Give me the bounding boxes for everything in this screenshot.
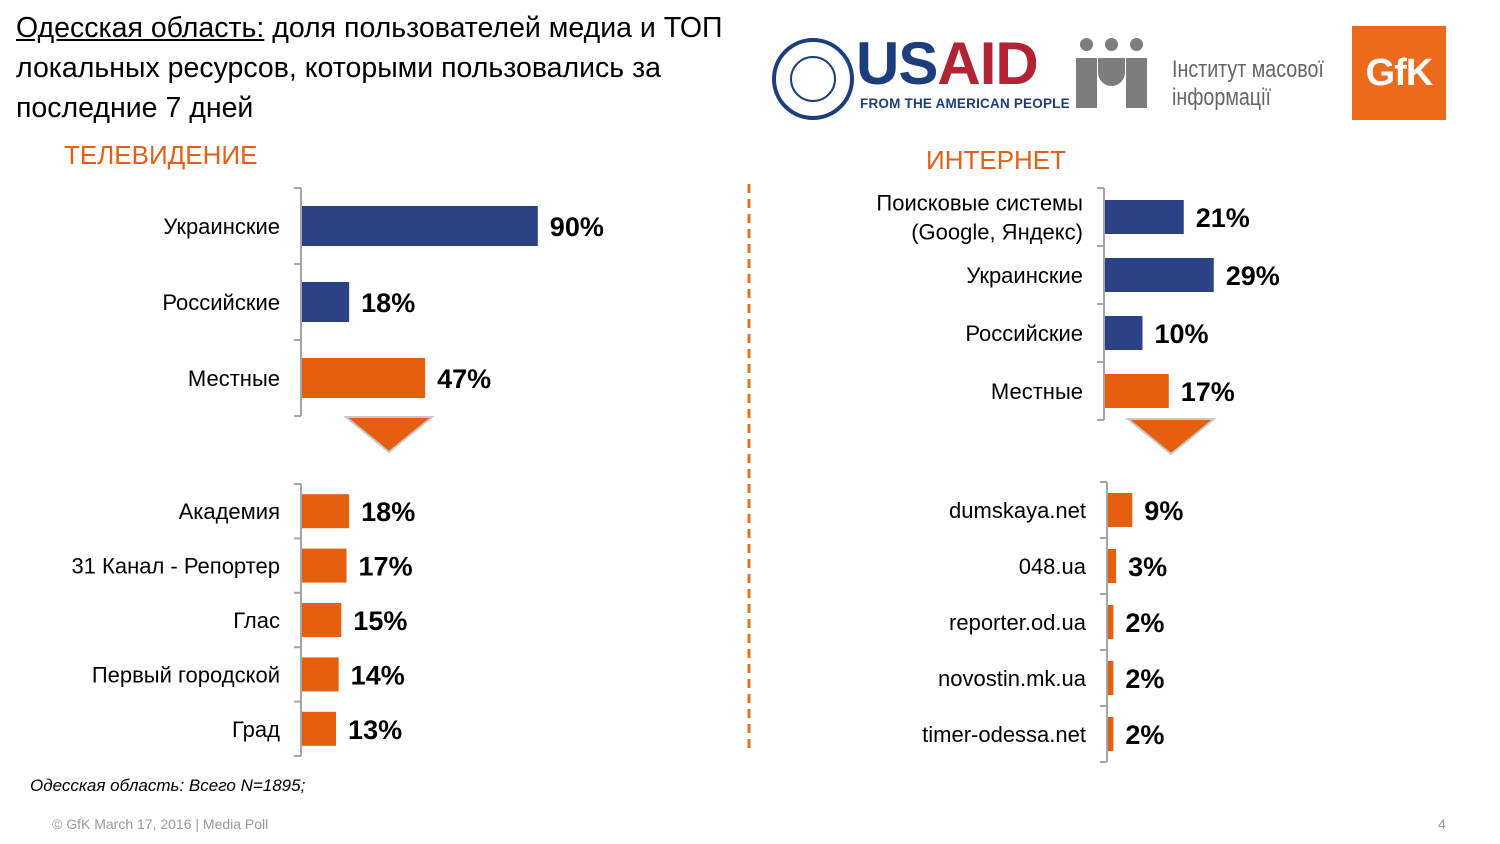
bar [302, 358, 426, 398]
data-label: 14% [351, 660, 405, 690]
category-label: reporter.od.ua [949, 610, 1087, 635]
bar [302, 657, 339, 692]
bar [1105, 316, 1143, 350]
imi-logo-icon [1074, 38, 1150, 108]
section-title-tv: ТЕЛЕВИДЕНИЕ [64, 140, 258, 170]
footnote: Одесская область: Всего N=1895; [30, 776, 306, 795]
data-label: 13% [348, 715, 402, 745]
category-label: dumskaya.net [949, 498, 1086, 523]
page-number: 4 [1438, 816, 1446, 832]
category-label: novostin.mk.ua [938, 666, 1087, 691]
bar [302, 603, 342, 637]
internet-down-arrow-icon [1125, 418, 1217, 456]
data-label: 47% [437, 364, 491, 394]
data-label: 17% [359, 552, 413, 582]
data-label: 15% [353, 606, 407, 636]
category-label: Поисковые системы [876, 191, 1083, 216]
category-label: 31 Канал - Репортер [71, 554, 280, 579]
bar [1108, 549, 1117, 583]
section-title-internet: ИНТЕРНЕТ [926, 145, 1067, 175]
data-label: 29% [1226, 261, 1280, 291]
bar [1105, 200, 1184, 234]
page-title: Одесская область: доля пользователей мед… [16, 8, 756, 128]
category-label: Российские [965, 321, 1083, 346]
category-label: Академия [179, 499, 280, 524]
bar [1108, 661, 1114, 695]
bar [302, 548, 347, 583]
data-label: 21% [1196, 203, 1250, 233]
category-label: Украинские [966, 263, 1083, 288]
bar [302, 494, 350, 529]
category-label: Первый городской [92, 662, 280, 687]
data-label: 2% [1125, 664, 1164, 694]
title-rest: доля пользователей медиа и ТОП локальных… [16, 12, 723, 124]
usaid-logo: USAID [856, 30, 1039, 97]
bar [1108, 605, 1114, 639]
category-label: timer-odessa.net [922, 722, 1086, 747]
usaid-seal-icon [772, 38, 854, 120]
data-label: 2% [1125, 720, 1164, 750]
category-label: Российские [162, 290, 280, 315]
bar [1108, 493, 1133, 527]
bar [1108, 717, 1114, 751]
usaid-tagline: FROM THE AMERICAN PEOPLE [860, 96, 1070, 111]
imi-wordmark: Інститут масової інформації [1172, 56, 1324, 111]
footer-copyright: © GfK March 17, 2016 | Media Poll [52, 816, 269, 832]
category-label: Град [232, 717, 280, 742]
category-label: Местные [188, 366, 280, 391]
bar [302, 282, 350, 322]
bar [302, 711, 337, 746]
category-label: 048.ua [1019, 554, 1087, 579]
gfk-logo: GfK [1352, 26, 1446, 120]
bar [302, 206, 538, 246]
data-label: 3% [1128, 552, 1167, 582]
bar [1105, 258, 1214, 292]
category-label: Украинские [163, 214, 280, 239]
category-label: Местные [991, 379, 1083, 404]
data-label: 18% [361, 497, 415, 527]
data-label: 2% [1125, 608, 1164, 638]
logo-strip: USAID FROM THE AMERICAN PEOPLE Інститут … [768, 26, 1458, 122]
tv-down-arrow-icon [343, 416, 435, 454]
bar [1105, 374, 1169, 408]
title-region: Одесская область: [16, 12, 265, 44]
data-label: 17% [1181, 377, 1235, 407]
data-label: 90% [550, 212, 604, 242]
category-label: Глас [233, 608, 280, 633]
data-label: 9% [1144, 496, 1183, 526]
data-label: 18% [361, 288, 415, 318]
data-label: 10% [1155, 319, 1209, 349]
category-label: (Google, Яндекс) [911, 220, 1083, 245]
